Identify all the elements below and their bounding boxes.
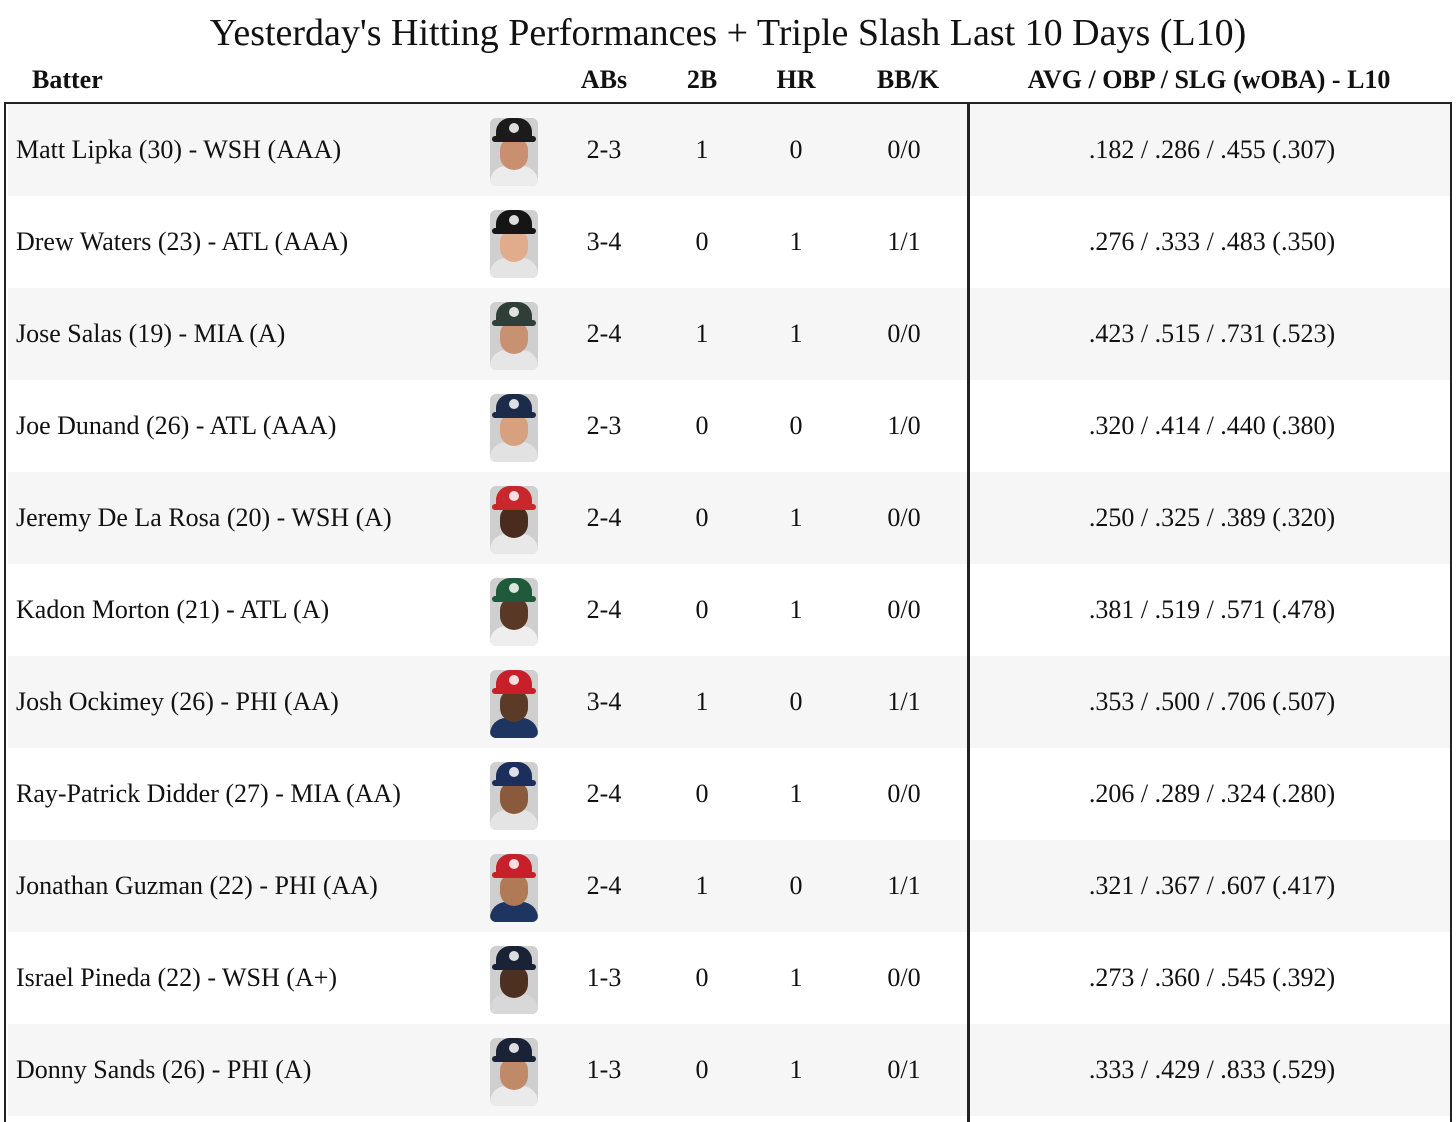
- hr-cell: 1: [789, 595, 803, 624]
- table-row: Jeremy De La Rosa (20) - WSH (A) 2-4 0 1 0/0…: [8, 472, 1450, 564]
- player-headshot: [490, 762, 538, 830]
- doubles-cell: 0: [695, 595, 709, 624]
- table-row: Jonathan Guzman (22) - PHI (AA) 2-4 1 0 1/1.…: [8, 840, 1450, 932]
- slash-line-cell: .273 / .360 / .545 (.392): [974, 932, 1450, 1024]
- hr-cell: 1: [789, 319, 803, 348]
- abs-cell: 1-3: [586, 963, 622, 992]
- doubles-cell: 0: [695, 411, 709, 440]
- abs-cell: 2-3: [586, 411, 622, 440]
- doubles-cell: 1: [695, 871, 709, 900]
- column-divider: [967, 102, 970, 1122]
- doubles-cell: 0: [695, 503, 709, 532]
- bbk-cell: 1/1: [887, 227, 921, 256]
- abs-cell: 2-4: [586, 503, 622, 532]
- doubles-cell: 1: [695, 319, 709, 348]
- bbk-cell: 0/1: [887, 1055, 921, 1084]
- player-headshot: [490, 302, 538, 370]
- doubles-cell: 1: [695, 687, 709, 716]
- header-abs: ABs: [580, 65, 628, 94]
- abs-cell: 2-3: [586, 135, 622, 164]
- doubles-cell: 0: [695, 963, 709, 992]
- header-2b: 2B: [686, 65, 718, 94]
- doubles-cell: 0: [695, 779, 709, 808]
- abs-cell: 3-4: [586, 687, 622, 716]
- player-headshot: [490, 670, 538, 738]
- batter-name: Kadon Morton (21) - ATL (A): [16, 595, 330, 624]
- abs-cell: 1-3: [586, 1055, 622, 1084]
- player-headshot: [490, 394, 538, 462]
- player-headshot: [490, 854, 538, 922]
- slash-line-cell: .353 / .500 / .706 (.507): [974, 656, 1450, 748]
- batter-name: Jeremy De La Rosa (20) - WSH (A): [16, 503, 392, 532]
- slash-line-cell: .182 / .286 / .455 (.307): [974, 104, 1450, 196]
- stats-table: Matt Lipka (30) - WSH (AAA) 2-3 1 0 0/0 .182 …: [4, 102, 1452, 1122]
- abs-cell: 3-4: [586, 227, 622, 256]
- hr-cell: 1: [789, 503, 803, 532]
- header-batter: Batter: [32, 65, 103, 94]
- table-row: Ray-Patrick Didder (27) - MIA (AA) 2-4 0 1 0…: [8, 748, 1450, 840]
- hr-cell: 0: [789, 687, 803, 716]
- bbk-cell: 0/0: [887, 779, 921, 808]
- player-headshot: [490, 118, 538, 186]
- slash-line-cell: .423 / .515 / .731 (.523): [974, 288, 1450, 380]
- bbk-cell: 0/0: [887, 135, 921, 164]
- doubles-cell: 0: [695, 1055, 709, 1084]
- bbk-cell: 1/1: [887, 687, 921, 716]
- bbk-cell: 0/0: [887, 595, 921, 624]
- hr-cell: 0: [789, 871, 803, 900]
- bbk-cell: 1/1: [887, 871, 921, 900]
- player-headshot: [490, 578, 538, 646]
- table-row: Kadon Morton (21) - ATL (A) 2-4 0 1 0/0 .381 …: [8, 564, 1450, 656]
- hr-cell: 1: [789, 963, 803, 992]
- doubles-cell: 1: [695, 135, 709, 164]
- batter-name: Jonathan Guzman (22) - PHI (AA): [16, 871, 378, 900]
- batter-name: Josh Ockimey (26) - PHI (AA): [16, 687, 339, 716]
- batter-name: Jose Salas (19) - MIA (A): [16, 319, 286, 348]
- batter-name: Drew Waters (23) - ATL (AAA): [16, 227, 349, 256]
- hr-cell: 0: [789, 135, 803, 164]
- bbk-cell: 0/0: [887, 319, 921, 348]
- bbk-cell: 0/0: [887, 503, 921, 532]
- player-headshot: [490, 210, 538, 278]
- abs-cell: 2-4: [586, 319, 622, 348]
- slash-line-cell: .321 / .367 / .607 (.417): [974, 840, 1450, 932]
- hr-cell: 1: [789, 227, 803, 256]
- player-headshot: [490, 486, 538, 554]
- page-title: Yesterday's Hitting Performances + Tripl…: [209, 12, 1247, 54]
- slash-line-cell: .333 / .429 / .833 (.529): [974, 1024, 1450, 1116]
- player-headshot: [490, 946, 538, 1014]
- slash-line-cell: .250 / .325 / .389 (.320): [974, 472, 1450, 564]
- slash-line-cell: .206 / .289 / .324 (.280): [974, 748, 1450, 840]
- table-row: Josh Ockimey (26) - PHI (AA) 3-4 1 0 1/1 .353…: [8, 656, 1450, 748]
- table-row: Jose Salas (19) - MIA (A) 2-4 1 1 0/0 .423 / …: [8, 288, 1450, 380]
- table-row: Joe Dunand (26) - ATL (AAA) 2-3 0 0 1/0 .320 …: [8, 380, 1450, 472]
- doubles-cell: 0: [695, 227, 709, 256]
- abs-cell: 2-4: [586, 779, 622, 808]
- batter-name: Matt Lipka (30) - WSH (AAA): [16, 135, 342, 164]
- table-row: Israel Pineda (22) - WSH (A+) 1-3 0 1 0/0 .27…: [8, 932, 1450, 1024]
- batter-name: Ray-Patrick Didder (27) - MIA (AA): [16, 779, 401, 808]
- hr-cell: 1: [789, 779, 803, 808]
- abs-cell: 2-4: [586, 871, 622, 900]
- abs-cell: 2-4: [586, 595, 622, 624]
- batter-name: Joe Dunand (26) - ATL (AAA): [16, 411, 337, 440]
- header-bbk: BB/K: [876, 65, 940, 94]
- table-row: Donny Sands (26) - PHI (A) 1-3 0 1 0/1 .333 /…: [8, 1024, 1450, 1116]
- hr-cell: 0: [789, 411, 803, 440]
- slash-line-cell: .320 / .414 / .440 (.380): [974, 380, 1450, 472]
- bbk-cell: 1/0: [887, 411, 921, 440]
- table-row: Matt Lipka (30) - WSH (AAA) 2-3 1 0 0/0 .182 …: [8, 104, 1450, 196]
- header-slash: AVG / OBP / SLG (wOBA) - L10: [1027, 65, 1391, 94]
- slash-line-cell: .381 / .519 / .571 (.478): [974, 564, 1450, 656]
- header-hr: HR: [776, 65, 816, 94]
- table-row: Drew Waters (23) - ATL (AAA) 3-4 0 1 1/1 .276…: [8, 196, 1450, 288]
- hr-cell: 1: [789, 1055, 803, 1084]
- player-headshot: [490, 1038, 538, 1106]
- bbk-cell: 0/0: [887, 963, 921, 992]
- batter-name: Israel Pineda (22) - WSH (A+): [16, 963, 338, 992]
- slash-line-cell: .276 / .333 / .483 (.350): [974, 196, 1450, 288]
- batter-name: Donny Sands (26) - PHI (A): [16, 1055, 312, 1084]
